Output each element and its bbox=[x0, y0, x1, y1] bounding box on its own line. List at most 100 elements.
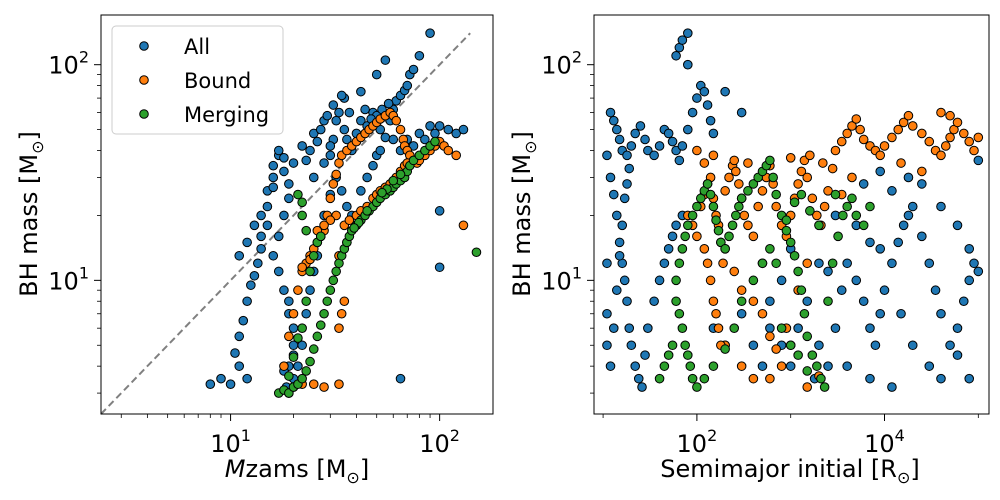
data-point bbox=[699, 244, 710, 254]
data-point bbox=[319, 158, 329, 168]
data-point bbox=[969, 258, 979, 269]
data-point bbox=[293, 189, 303, 200]
data-point bbox=[958, 128, 969, 139]
data-point bbox=[617, 220, 628, 231]
data-point bbox=[334, 107, 344, 118]
left-y-label-close: ] bbox=[15, 131, 43, 140]
data-point bbox=[903, 110, 914, 121]
data-point bbox=[608, 115, 619, 126]
data-point bbox=[802, 258, 813, 269]
data-point bbox=[865, 373, 875, 384]
data-point bbox=[308, 379, 319, 389]
right-y-label-sun: ⊙ bbox=[521, 141, 540, 154]
data-point bbox=[802, 366, 813, 376]
data-point bbox=[802, 331, 813, 342]
data-point bbox=[805, 206, 815, 216]
data-point bbox=[336, 308, 347, 319]
data-point bbox=[284, 193, 294, 204]
data-point bbox=[471, 247, 482, 258]
data-point bbox=[887, 258, 897, 269]
data-point bbox=[952, 220, 963, 231]
data-point bbox=[674, 155, 685, 166]
data-point bbox=[776, 275, 787, 286]
data-point bbox=[315, 124, 326, 135]
data-point bbox=[708, 201, 719, 212]
data-point bbox=[705, 275, 716, 286]
right-series-all bbox=[602, 28, 984, 392]
data-point bbox=[626, 141, 637, 151]
data-point bbox=[945, 110, 955, 121]
data-point bbox=[836, 285, 847, 296]
data-point bbox=[225, 379, 236, 389]
data-point bbox=[699, 158, 710, 168]
data-point bbox=[765, 244, 775, 254]
data-point bbox=[729, 323, 740, 333]
x-tick-label: 104 bbox=[864, 426, 905, 458]
data-point bbox=[643, 145, 653, 156]
data-point bbox=[328, 100, 339, 110]
data-point bbox=[253, 258, 263, 269]
left-y-label-sun: ⊙ bbox=[28, 141, 47, 154]
data-point bbox=[692, 201, 702, 212]
data-point bbox=[663, 128, 674, 139]
right-plot-frame bbox=[593, 14, 990, 415]
data-point bbox=[793, 323, 803, 333]
data-point bbox=[611, 285, 622, 296]
data-point bbox=[705, 189, 716, 200]
data-point bbox=[702, 100, 713, 110]
data-point bbox=[331, 169, 341, 180]
data-point bbox=[736, 361, 747, 371]
left-reference-line bbox=[100, 32, 471, 415]
data-point bbox=[391, 115, 402, 126]
data-point bbox=[708, 361, 719, 371]
data-point bbox=[262, 220, 273, 231]
data-point bbox=[893, 237, 904, 248]
data-point bbox=[683, 220, 693, 231]
data-point bbox=[371, 69, 382, 80]
legend-label-all: All bbox=[184, 35, 210, 59]
data-point bbox=[838, 210, 848, 221]
data-point bbox=[898, 220, 909, 231]
data-point bbox=[807, 193, 818, 204]
data-point bbox=[619, 275, 630, 286]
data-point bbox=[654, 141, 665, 151]
y-tick-label: 101 bbox=[541, 263, 582, 295]
data-point bbox=[301, 366, 311, 376]
data-point bbox=[969, 145, 979, 156]
data-point bbox=[708, 296, 719, 307]
data-point bbox=[765, 373, 775, 384]
data-point bbox=[319, 382, 329, 392]
data-point bbox=[865, 323, 875, 333]
data-point bbox=[319, 220, 329, 231]
data-point bbox=[315, 320, 326, 330]
data-point bbox=[924, 361, 935, 371]
data-point bbox=[425, 28, 435, 38]
data-point bbox=[671, 296, 681, 307]
data-point bbox=[858, 296, 869, 307]
data-point bbox=[865, 237, 875, 248]
data-point bbox=[443, 124, 454, 135]
data-point bbox=[602, 308, 612, 319]
data-point bbox=[847, 121, 857, 131]
data-point bbox=[924, 136, 935, 147]
data-point bbox=[288, 158, 299, 168]
data-point bbox=[687, 373, 698, 384]
data-point bbox=[667, 136, 678, 147]
data-point bbox=[907, 340, 918, 351]
data-point bbox=[765, 323, 775, 333]
data-point bbox=[301, 225, 311, 236]
data-point bbox=[375, 145, 386, 156]
data-point bbox=[858, 179, 869, 189]
data-point bbox=[739, 210, 750, 221]
data-point bbox=[736, 193, 747, 204]
data-point bbox=[325, 193, 336, 204]
data-point bbox=[430, 136, 440, 147]
data-point bbox=[793, 350, 803, 360]
data-point bbox=[796, 189, 807, 200]
y-tick-label: 102 bbox=[48, 48, 89, 80]
data-point bbox=[279, 166, 289, 177]
data-point bbox=[614, 237, 625, 248]
data-point bbox=[776, 323, 787, 333]
data-point bbox=[898, 117, 909, 128]
legend-marker-all bbox=[139, 41, 149, 51]
